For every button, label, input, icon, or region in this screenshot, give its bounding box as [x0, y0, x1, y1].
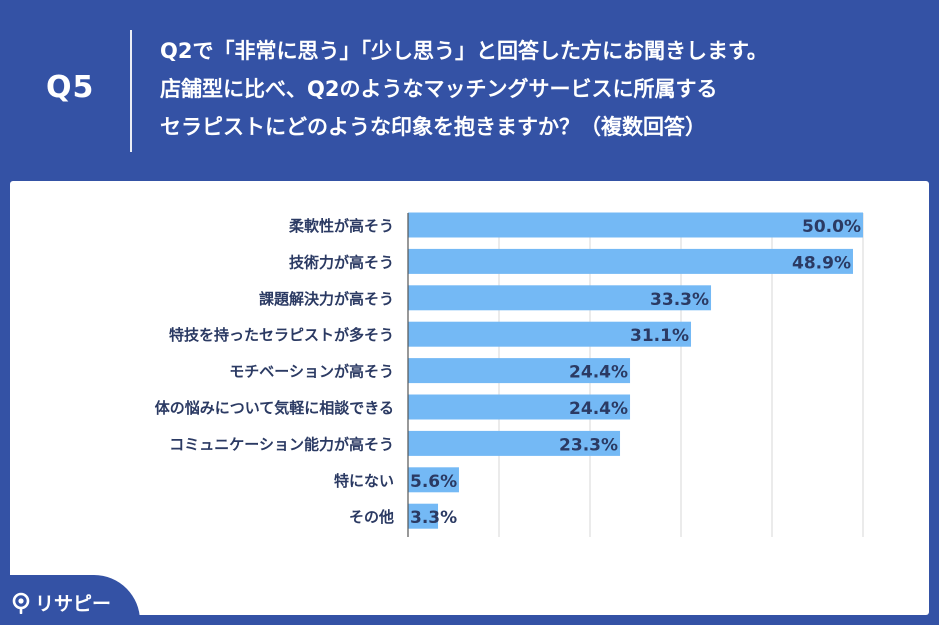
question-header: Q5 Q2で「非常に思う」「少し思う」と回答した方にお聞きします。 店舗型に比べ… — [0, 0, 939, 180]
category-label: コミュニケーション能力が高そう — [169, 435, 394, 453]
question-number: Q5 — [46, 70, 95, 105]
question-line: Q2で「非常に思う」「少し思う」と回答した方にお聞きします。 — [160, 39, 768, 63]
data-label: 33.3% — [650, 290, 709, 310]
category-label: その他 — [349, 508, 394, 526]
bar — [408, 358, 631, 384]
bar — [408, 321, 692, 347]
category-label: 技術力が高そう — [289, 253, 394, 271]
chart-panel: 柔軟性が高そう 50.0% 技術力が高そう 48.9% 課題解決力が高そう 33.3% 特技… — [10, 181, 929, 615]
data-label: 5.6% — [410, 472, 457, 492]
data-label: 24.4% — [569, 363, 628, 383]
bar — [408, 248, 853, 274]
category-label: 特技を持ったセラピストが多そう — [169, 326, 394, 344]
data-label: 31.1% — [630, 326, 689, 346]
bar — [408, 467, 459, 493]
category-label: 柔軟性が高そう — [289, 217, 394, 235]
data-label: 50.0% — [802, 217, 861, 237]
search-pin-icon — [12, 592, 30, 614]
brand-name: リサピー — [35, 593, 112, 615]
header-divider — [130, 30, 132, 152]
bar — [408, 430, 621, 456]
question-line: 店舗型に比べ、Q2のようなマッチングサービスに所属する — [160, 77, 718, 101]
bar — [408, 503, 439, 529]
data-label: 23.3% — [559, 435, 618, 455]
brand-badge: リサピー — [0, 575, 140, 625]
bar — [408, 394, 631, 420]
data-label: 24.4% — [569, 399, 628, 419]
data-label: 3.3% — [410, 508, 457, 528]
bar-chart: 柔軟性が高そう 50.0% 技術力が高そう 48.9% 課題解決力が高そう 33.3% 特技… — [155, 212, 864, 537]
category-label: モチベーションが高そう — [229, 363, 394, 381]
brand-logo: リサピー — [12, 589, 111, 616]
category-label: 特にない — [334, 472, 394, 490]
category-label: 課題解決力が高そう — [259, 290, 394, 308]
bar — [408, 285, 712, 311]
bar — [408, 212, 863, 238]
question-line: セラピストにどのような印象を抱きますか？（複数回答） — [160, 115, 706, 139]
category-label: 体の悩みについて気軽に相談できる — [155, 399, 394, 417]
data-label: 48.9% — [792, 253, 851, 273]
question-text: Q2で「非常に思う」「少し思う」と回答した方にお聞きします。 店舗型に比べ、Q2… — [160, 32, 930, 146]
